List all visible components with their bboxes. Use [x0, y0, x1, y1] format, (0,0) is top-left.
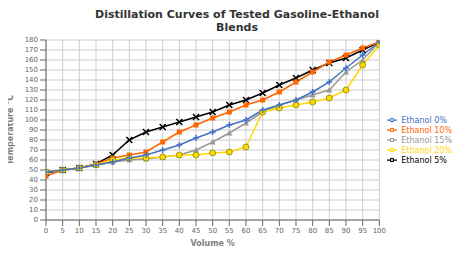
html-text:Ethanol 15%: Ethanol 15%: [401, 135, 452, 145]
svg-text:160: 160: [25, 56, 38, 64]
svg-text:100: 100: [373, 227, 386, 235]
svg-text:45: 45: [192, 227, 201, 235]
svg-text:85: 85: [325, 227, 334, 235]
svg-text:25: 25: [125, 227, 134, 235]
svg-text:35: 35: [158, 227, 167, 235]
svg-text:150: 150: [25, 66, 38, 74]
svg-text:120: 120: [25, 96, 38, 104]
svg-text:130: 130: [25, 86, 38, 94]
svg-text:20: 20: [29, 196, 38, 204]
svg-text:90: 90: [29, 126, 38, 134]
html-text:Ethanol 20%: Ethanol 20%: [401, 145, 452, 155]
svg-text:5: 5: [60, 227, 64, 235]
svg-text:10: 10: [75, 227, 84, 235]
svg-text:100: 100: [25, 116, 38, 124]
svg-text:50: 50: [208, 227, 217, 235]
html-text:Distillation Curves of Tested: Distillation Curves of Tested Gasoline-E…: [95, 8, 379, 21]
svg-text:180: 180: [25, 36, 38, 44]
html-text:Ethanol 0%: Ethanol 0%: [401, 115, 447, 125]
svg-text:60: 60: [242, 227, 251, 235]
svg-text:15: 15: [92, 227, 101, 235]
svg-text:70: 70: [275, 227, 284, 235]
svg-text:50: 50: [29, 166, 38, 174]
svg-text:140: 140: [25, 76, 38, 84]
svg-text:80: 80: [29, 136, 38, 144]
svg-text:60: 60: [29, 156, 38, 164]
html-text:Ethanol 5%: Ethanol 5%: [401, 155, 447, 165]
svg-text:30: 30: [29, 186, 38, 194]
html-text:Ethanol 10%: Ethanol 10%: [401, 125, 452, 135]
svg-text:40: 40: [29, 176, 38, 184]
svg-text:20: 20: [108, 227, 117, 235]
svg-text:40: 40: [175, 227, 184, 235]
svg-text:110: 110: [25, 106, 38, 114]
svg-text:Volume %: Volume %: [191, 239, 235, 246]
svg-text:80: 80: [308, 227, 317, 235]
svg-text:55: 55: [225, 227, 234, 235]
svg-text:75: 75: [292, 227, 301, 235]
svg-text:90: 90: [342, 227, 351, 235]
svg-text:Temperature °C: Temperature °C: [8, 95, 15, 165]
html-text:Blends: Blends: [216, 21, 258, 34]
svg-text:95: 95: [358, 227, 367, 235]
svg-text:0: 0: [44, 227, 48, 235]
svg-text:170: 170: [25, 46, 38, 54]
svg-text:0: 0: [34, 216, 38, 224]
svg-text:65: 65: [258, 227, 267, 235]
svg-text:30: 30: [142, 227, 151, 235]
svg-text:10: 10: [29, 206, 38, 214]
svg-text:70: 70: [29, 146, 38, 154]
